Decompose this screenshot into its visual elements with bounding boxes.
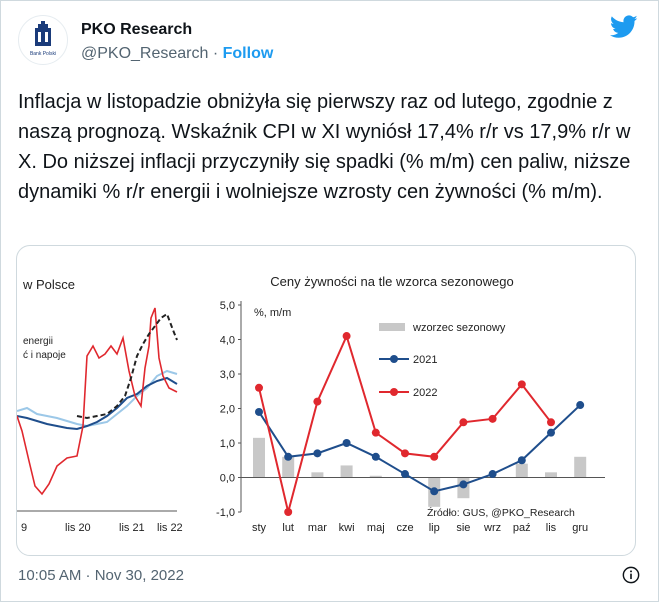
x-tick-label: gru <box>572 522 588 534</box>
point-2021 <box>517 456 526 465</box>
point-2021 <box>255 407 263 416</box>
seasonal-bar <box>253 437 265 478</box>
x-tick-label: maj <box>367 522 385 534</box>
left-line-black-dashed <box>76 312 178 420</box>
seasonal-bar <box>369 475 382 478</box>
y-tick-label: 1,0 <box>220 438 235 450</box>
legend-label: 2021 <box>413 354 437 366</box>
series-line-2022 <box>258 333 552 513</box>
y-tick-label: 3,0 <box>220 369 235 381</box>
point-2022 <box>284 508 293 516</box>
point-2022 <box>371 428 380 437</box>
point-2021 <box>430 487 439 496</box>
x-tick-label: cze <box>396 522 413 534</box>
point-2022 <box>517 380 526 389</box>
info-icon[interactable] <box>622 566 640 584</box>
account-handle[interactable]: @PKO_Research <box>81 45 209 62</box>
point-2022 <box>342 332 351 341</box>
point-2022 <box>430 452 439 461</box>
source-annotation: Źródło: GUS, @PKO_Research <box>427 506 575 519</box>
seasonal-bar <box>340 465 353 478</box>
y-ticks: 5,0 4,0 3,0 2,0 1,0 0,0 -1,0 <box>216 300 241 519</box>
separator: · <box>208 45 223 62</box>
account-name[interactable]: PKO Research <box>81 21 193 38</box>
x-tick-label: lip <box>429 522 440 534</box>
point-2022 <box>401 449 409 458</box>
pko-logo-icon: Bank Polski <box>30 21 56 57</box>
series-lines <box>255 332 585 516</box>
point-2021 <box>547 428 555 437</box>
left-chart-title: w Polsce <box>22 277 75 292</box>
x-tick-label: mar <box>308 522 327 534</box>
legend-label: wzorzec sezonowy <box>412 322 506 334</box>
left-line-lightblue <box>17 369 178 428</box>
timestamp[interactable]: 10:05 AM · Nov 30, 2022 <box>18 567 184 584</box>
y-tick-label: 5,0 <box>220 300 235 312</box>
twitter-bird-icon[interactable] <box>610 15 638 39</box>
x-tick-label: sie <box>456 522 470 534</box>
avatar[interactable]: Bank Polski <box>18 15 68 65</box>
chart-image: w Polsce energii ć i napoje 9 lis 20 lis… <box>17 274 605 534</box>
point-2021 <box>459 480 468 489</box>
left-line-red <box>17 307 178 496</box>
legend-label: 2022 <box>413 387 437 399</box>
legend: wzorzec sezonowy 2021 2022 <box>379 322 506 399</box>
point-2021 <box>313 449 322 458</box>
point-2021 <box>401 470 409 479</box>
x-tick-label: wrz <box>483 522 501 534</box>
point-2022 <box>255 383 263 392</box>
chart-title: Ceny żywności na tle wzorca sezonowego <box>270 274 514 289</box>
tweet-text: Inflacja w listopadzie obniżyła się pier… <box>18 91 631 203</box>
point-2021 <box>342 439 351 447</box>
point-2021 <box>371 452 380 461</box>
point-2022 <box>313 397 322 406</box>
x-tick-label: sty <box>252 522 267 534</box>
legend-marker-2021 <box>390 355 398 363</box>
logo-caption: Bank Polski <box>30 51 56 57</box>
left-x-tick: lis 20 <box>65 522 91 534</box>
x-tick-label: lut <box>282 522 294 534</box>
point-2021 <box>488 470 497 479</box>
left-chart-label: energii <box>23 336 53 347</box>
left-x-tick: lis 22 <box>157 522 183 534</box>
point-2021 <box>284 452 293 461</box>
left-line-navy <box>17 376 178 431</box>
y-tick-label: 0,0 <box>220 473 235 485</box>
x-ticks: sty lut mar kwi maj cze lip sie wrz paź lis gru <box>252 522 588 534</box>
seasonal-bar <box>515 463 528 478</box>
x-tick-label: lis <box>546 522 557 534</box>
y-tick-label: 2,0 <box>220 404 235 416</box>
point-2022 <box>488 414 497 423</box>
series-line-2021 <box>258 404 581 493</box>
point-2021 <box>576 401 585 410</box>
left-chart-label: ć i napoje <box>23 350 66 361</box>
y-tick-label: 4,0 <box>220 335 235 347</box>
tweet-image[interactable]: w Polsce energii ć i napoje 9 lis 20 lis… <box>16 245 636 556</box>
follow-button[interactable]: Follow <box>222 45 274 62</box>
point-2022 <box>547 418 555 427</box>
left-x-tick: 9 <box>21 522 27 534</box>
left-x-tick: lis 21 <box>119 522 145 534</box>
chart-ylabel: %, m/m <box>254 307 291 319</box>
seasonal-bar <box>545 472 557 478</box>
x-tick-label: kwi <box>339 522 355 534</box>
seasonal-bar <box>574 456 587 478</box>
x-tick-label: paź <box>513 522 531 534</box>
legend-swatch-bar <box>379 323 405 331</box>
handle-row: @PKO_Research · Follow <box>81 45 273 63</box>
y-tick-label: -1,0 <box>216 507 235 519</box>
point-2022 <box>459 418 468 427</box>
legend-marker-2022 <box>390 388 398 396</box>
seasonal-bar <box>311 472 324 478</box>
seasonal-bars <box>253 437 587 507</box>
seasonal-bar <box>282 456 295 478</box>
